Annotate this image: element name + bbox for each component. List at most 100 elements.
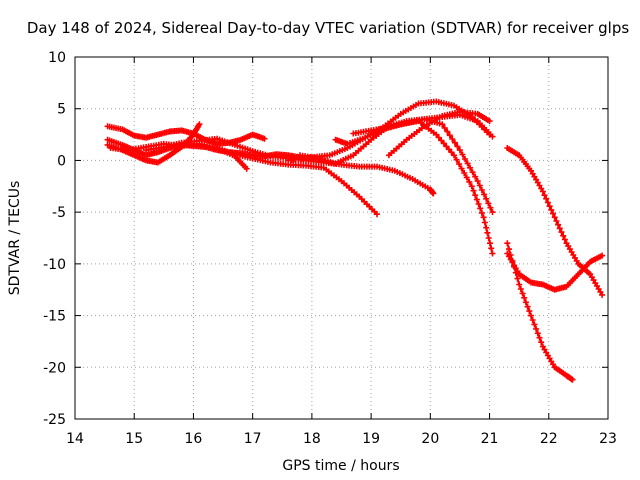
x-tick-label: 17: [244, 431, 262, 447]
data-point: [555, 221, 562, 228]
y-tick-label: 5: [57, 102, 66, 118]
data-point: [483, 195, 490, 202]
axis-ticks: 14 15 16 17 18 19 20 21 22 23 -25 -20 -15 -10 -5 0 5 10: [43, 50, 617, 447]
data-point: [514, 275, 521, 282]
data-point: [489, 209, 496, 216]
data-point: [481, 191, 488, 198]
data-point: [599, 252, 606, 259]
data-point: [509, 257, 516, 264]
series-line: [288, 120, 494, 254]
y-axis-label: SDTVAR / TECUs: [7, 181, 23, 296]
data-point: [531, 321, 538, 328]
data-point: [446, 132, 453, 139]
series-track-14: [504, 240, 576, 383]
data-point: [374, 211, 380, 218]
data-point: [473, 196, 480, 203]
data-point: [454, 143, 461, 150]
data-point: [519, 290, 526, 297]
y-tick-label: -15: [43, 309, 66, 325]
series-track-13: [504, 250, 606, 293]
x-tick-label: 21: [481, 431, 499, 447]
data-point: [472, 192, 479, 199]
data-point: [558, 229, 565, 236]
data-point: [533, 325, 540, 332]
data-point: [470, 187, 477, 194]
data-point: [548, 206, 555, 213]
series-track-12: [504, 145, 606, 298]
x-tick-label: 19: [362, 431, 380, 447]
data-point: [439, 121, 446, 128]
data-point: [261, 135, 268, 142]
data-point: [517, 286, 524, 292]
data-point: [488, 245, 495, 252]
x-tick-label: 16: [185, 431, 203, 447]
data-point: [430, 190, 437, 197]
data-point: [459, 151, 466, 158]
chart-title: Day 148 of 2024, Sidereal Day-to-day VTE…: [27, 19, 630, 37]
data-point: [484, 229, 491, 236]
series-track-6: [214, 145, 380, 218]
x-axis-label: GPS time / hours: [282, 458, 399, 474]
data-point: [441, 124, 448, 131]
data-point: [551, 214, 558, 221]
y-tick-label: -10: [43, 257, 66, 273]
data-point: [553, 218, 560, 224]
data-point: [477, 205, 484, 212]
data-point: [451, 139, 458, 146]
data-point: [485, 200, 492, 207]
data-point: [506, 246, 512, 253]
y-tick-label: -5: [52, 205, 66, 221]
data-point: [538, 339, 545, 346]
x-tick-label: 14: [66, 431, 84, 447]
data-point: [516, 281, 523, 288]
data-point: [472, 173, 479, 180]
data-point: [539, 188, 546, 195]
data-point: [478, 187, 485, 193]
data-point: [463, 174, 470, 181]
x-tick-label: 20: [421, 431, 439, 447]
data-point: [487, 240, 493, 247]
data-point: [485, 235, 492, 241]
data-point: [526, 308, 533, 315]
data-point: [489, 250, 496, 257]
data-point: [524, 303, 531, 310]
data-point: [546, 203, 553, 210]
data-point: [451, 152, 457, 159]
data-series: [104, 98, 606, 383]
data-point: [456, 161, 463, 168]
data-point: [469, 169, 476, 176]
x-tick-label: 22: [540, 431, 558, 447]
data-point: [528, 312, 534, 319]
data-point: [522, 299, 529, 306]
data-point: [489, 133, 496, 140]
y-tick-label: 10: [48, 50, 66, 66]
series-track-11: [385, 108, 493, 159]
data-point: [464, 160, 471, 167]
data-point: [476, 182, 483, 189]
data-point: [536, 334, 543, 341]
data-point: [512, 269, 519, 276]
data-point: [544, 199, 551, 206]
data-point: [466, 178, 473, 185]
data-point: [458, 165, 465, 172]
data-point: [507, 252, 514, 258]
series-track-7: [285, 118, 496, 257]
data-point: [481, 219, 488, 226]
data-point: [478, 209, 485, 216]
data-point: [456, 147, 463, 154]
data-point: [468, 183, 475, 190]
data-point: [483, 224, 490, 231]
plot-frame: [74, 56, 609, 420]
x-tick-label: 18: [303, 431, 321, 447]
data-point: [475, 201, 482, 207]
data-point: [511, 263, 518, 270]
data-point: [243, 165, 250, 172]
data-point: [196, 121, 203, 128]
x-tick-label: 23: [599, 431, 617, 447]
grid-lines: [75, 57, 608, 419]
data-point: [560, 232, 567, 239]
x-tick-label: 15: [125, 431, 143, 447]
data-point: [486, 118, 493, 125]
data-point: [504, 240, 511, 247]
